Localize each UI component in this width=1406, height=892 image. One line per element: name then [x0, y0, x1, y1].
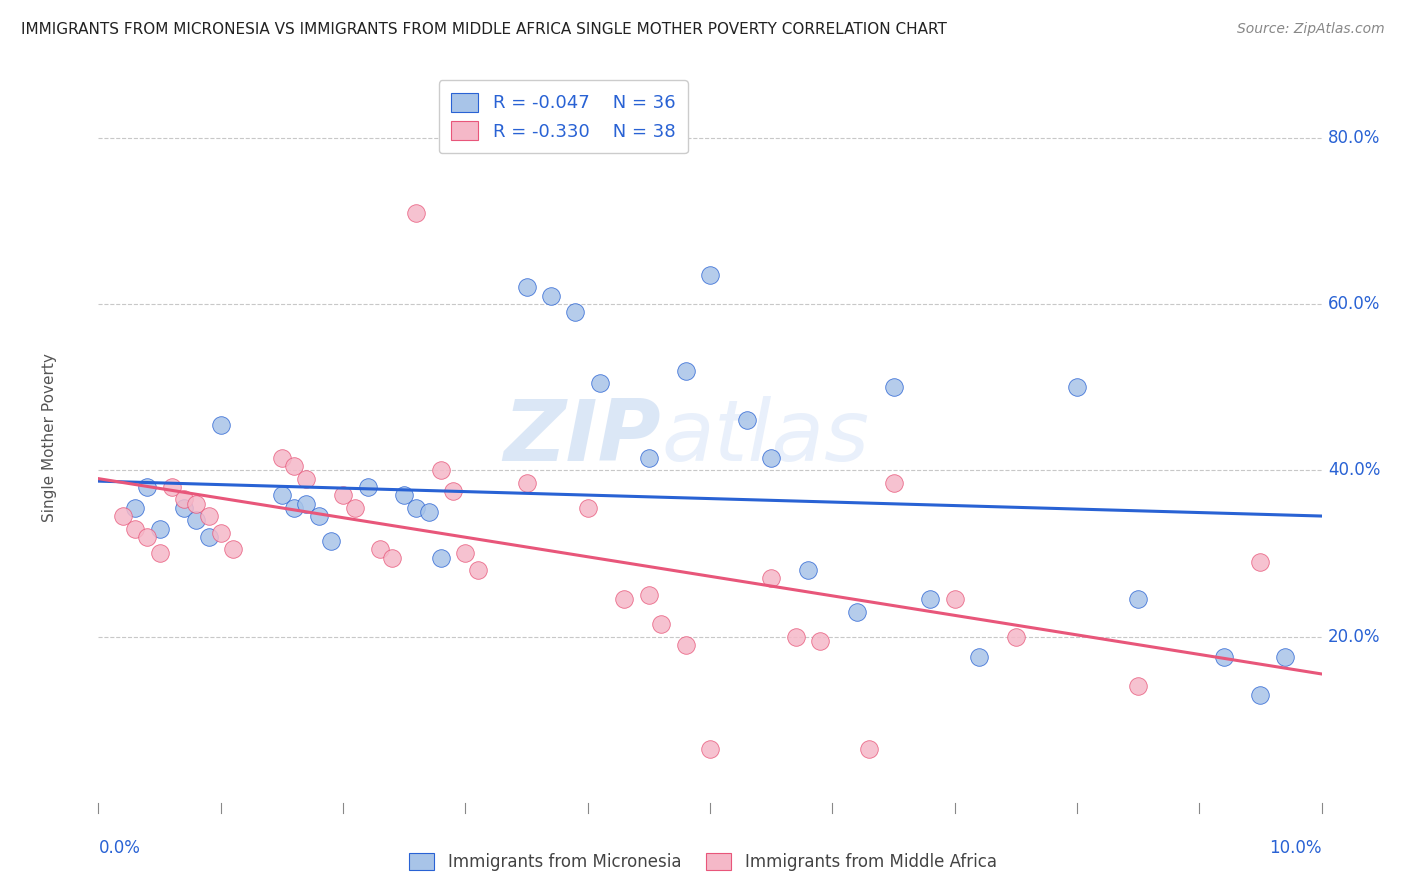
- Point: [883, 380, 905, 394]
- Point: [441, 484, 464, 499]
- Point: [540, 289, 562, 303]
- Point: [283, 459, 305, 474]
- Point: [699, 741, 721, 756]
- Point: [270, 488, 294, 502]
- Text: 20.0%: 20.0%: [1327, 628, 1381, 646]
- Point: [368, 542, 391, 557]
- Point: [344, 500, 367, 515]
- Point: [270, 450, 294, 465]
- Point: [699, 268, 721, 282]
- Point: [675, 363, 697, 377]
- Point: [381, 550, 404, 565]
- Point: [761, 571, 783, 585]
- Point: [516, 475, 538, 490]
- Point: [516, 280, 538, 294]
- Text: 80.0%: 80.0%: [1327, 128, 1381, 147]
- Point: [430, 463, 453, 477]
- Point: [650, 617, 672, 632]
- Point: [576, 500, 599, 515]
- Point: [1128, 680, 1150, 694]
- Point: [637, 588, 661, 602]
- Point: [589, 376, 612, 390]
- Point: [1004, 630, 1026, 644]
- Point: [173, 500, 195, 515]
- Point: [222, 542, 245, 557]
- Point: [136, 530, 159, 544]
- Point: [356, 480, 378, 494]
- Point: [785, 630, 807, 644]
- Text: IMMIGRANTS FROM MICRONESIA VS IMMIGRANTS FROM MIDDLE AFRICA SINGLE MOTHER POVERT: IMMIGRANTS FROM MICRONESIA VS IMMIGRANTS…: [21, 22, 948, 37]
- Point: [430, 550, 453, 565]
- Point: [283, 500, 305, 515]
- Point: [1250, 688, 1272, 702]
- Point: [332, 488, 354, 502]
- Point: [209, 525, 232, 540]
- Text: Single Mother Poverty: Single Mother Poverty: [42, 352, 58, 522]
- Point: [675, 638, 697, 652]
- Point: [197, 509, 219, 524]
- Text: 10.0%: 10.0%: [1270, 839, 1322, 857]
- Point: [173, 492, 195, 507]
- Point: [124, 521, 146, 535]
- Point: [197, 530, 219, 544]
- Point: [845, 605, 868, 619]
- Point: [1128, 592, 1150, 607]
- Point: [735, 413, 758, 427]
- Point: [883, 475, 905, 490]
- Point: [392, 488, 416, 502]
- Point: [920, 592, 942, 607]
- Point: [209, 417, 232, 432]
- Point: [613, 592, 636, 607]
- Point: [808, 633, 831, 648]
- Point: [1066, 380, 1088, 394]
- Text: Source: ZipAtlas.com: Source: ZipAtlas.com: [1237, 22, 1385, 37]
- Point: [111, 509, 134, 524]
- Point: [295, 497, 318, 511]
- Point: [1212, 650, 1234, 665]
- Point: [295, 472, 318, 486]
- Point: [124, 500, 146, 515]
- Point: [149, 521, 172, 535]
- Point: [319, 533, 342, 548]
- Point: [797, 563, 820, 577]
- Text: 60.0%: 60.0%: [1327, 295, 1381, 313]
- Point: [761, 450, 783, 465]
- Text: 0.0%: 0.0%: [98, 839, 141, 857]
- Point: [1250, 555, 1272, 569]
- Legend: R = -0.047    N = 36, R = -0.330    N = 38: R = -0.047 N = 36, R = -0.330 N = 38: [439, 80, 688, 153]
- Text: 40.0%: 40.0%: [1327, 461, 1381, 479]
- Point: [454, 546, 477, 560]
- Point: [149, 546, 172, 560]
- Point: [418, 505, 440, 519]
- Point: [186, 513, 208, 527]
- Text: atlas: atlas: [661, 395, 869, 479]
- Point: [467, 563, 489, 577]
- Point: [308, 509, 330, 524]
- Legend: Immigrants from Micronesia, Immigrants from Middle Africa: Immigrants from Micronesia, Immigrants f…: [401, 845, 1005, 880]
- Point: [1274, 650, 1296, 665]
- Point: [405, 500, 427, 515]
- Point: [186, 497, 208, 511]
- Text: ZIP: ZIP: [503, 395, 661, 479]
- Point: [136, 480, 159, 494]
- Point: [637, 450, 661, 465]
- Point: [943, 592, 966, 607]
- Point: [160, 480, 183, 494]
- Point: [967, 650, 990, 665]
- Point: [405, 205, 427, 219]
- Point: [564, 305, 586, 319]
- Point: [858, 741, 880, 756]
